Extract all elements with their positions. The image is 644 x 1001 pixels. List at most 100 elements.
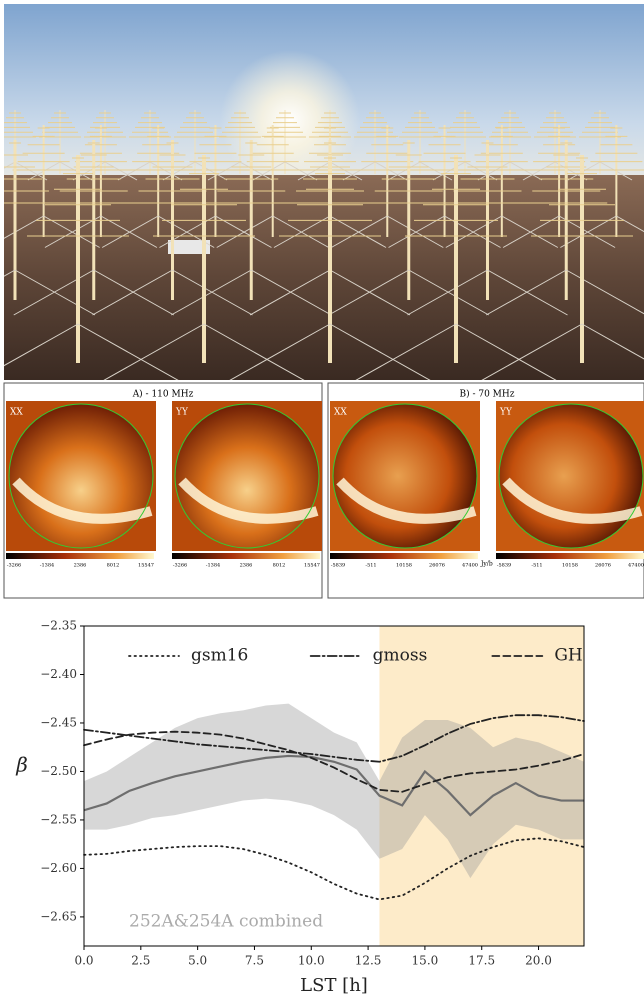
- antenna-leg: [171, 269, 252, 316]
- antenna-leg: [239, 161, 273, 181]
- annotation: 252A&254A combined: [129, 912, 323, 932]
- antenna-leg: [616, 215, 644, 233]
- antenna-leg: [162, 161, 196, 181]
- antenna-leg: [387, 215, 444, 248]
- x-tick-label: 10.0: [298, 954, 325, 968]
- antenna-leg: [77, 323, 179, 380]
- antenna-leg: [251, 269, 332, 316]
- highlight-region: [379, 626, 584, 946]
- antenna-leg: [92, 269, 173, 316]
- antenna-leg: [104, 161, 138, 181]
- colorbar-tick-label: 2386: [74, 563, 87, 569]
- antenna-leg: [172, 269, 253, 316]
- colorbar-tick-label: 15547: [138, 563, 154, 569]
- colorbar-unit: Jy/b: [480, 561, 493, 568]
- antenna-leg: [297, 161, 331, 181]
- series-line: [83, 730, 585, 793]
- equipment-box: [168, 240, 210, 254]
- antenna-leg: [93, 269, 174, 316]
- antenna-leg: [408, 269, 489, 316]
- y-tick-label: −2.40: [40, 667, 77, 681]
- y-tick-label: −2.55: [40, 812, 77, 826]
- x-tick-label: 0.0: [74, 954, 93, 968]
- horizon-circle: [8, 403, 154, 549]
- sky-map: [175, 404, 319, 548]
- y-tick-label: −2.60: [40, 861, 77, 875]
- series-line: [83, 837, 585, 901]
- antenna-leg: [149, 161, 183, 181]
- sun: [220, 50, 360, 190]
- y-axis-label: β: [15, 753, 28, 777]
- colorbar-tick-label: -3266: [173, 563, 187, 569]
- antenna-leg: [229, 323, 331, 380]
- colorbar: [330, 553, 478, 559]
- x-axis-label: LST [h]: [300, 975, 368, 996]
- antenna-leg: [331, 215, 388, 248]
- antenna-leg: [481, 323, 583, 380]
- antenna-leg: [455, 323, 557, 380]
- maps: A) - 110 MHz XX -3266 -1384 2386 8012 15547 YY -…: [6, 389, 644, 569]
- colorbar: [496, 553, 644, 559]
- antenna-leg: [249, 269, 331, 316]
- horizon-circle: [174, 403, 320, 549]
- colorbar-tick-label: -5839: [497, 563, 511, 569]
- panel-frame: [327, 382, 644, 599]
- y-tick-label: −2.35: [40, 619, 77, 633]
- antenna-leg: [329, 323, 431, 380]
- chart: gsm16 gmoss GH −2.35 −2.40 −2.45 −2.50 −2.55 −2.…: [15, 619, 585, 996]
- map-label: XX: [334, 408, 347, 418]
- antenna-leg: [387, 161, 421, 181]
- uncertainty-band: [84, 703, 584, 879]
- map-label: XX: [10, 408, 23, 418]
- legend-label: GH: [554, 646, 582, 666]
- antenna-leg: [509, 161, 543, 181]
- y-tick-label: −2.65: [40, 909, 77, 923]
- colorbar-tick-label: 2386: [240, 563, 253, 569]
- antenna-leg: [464, 161, 498, 181]
- antenna-leg: [329, 215, 387, 248]
- antenna-leg: [329, 161, 363, 181]
- antenna-leg: [502, 215, 560, 248]
- antenna-leg: [284, 161, 318, 181]
- antenna-leg: [273, 215, 331, 248]
- colorbar-tick-label: -5839: [331, 563, 345, 569]
- antenna-leg: [216, 215, 273, 248]
- antenna-leg: [487, 269, 568, 316]
- colorbar-tick-label: -511: [531, 563, 542, 569]
- galactic-plane: [178, 477, 319, 524]
- colorbar-tick-label: 8012: [273, 563, 286, 569]
- antenna-leg: [4, 323, 79, 367]
- antenna-leg: [13, 269, 94, 316]
- x-tick-label: 20.0: [525, 954, 552, 968]
- antenna-leg: [4, 161, 16, 169]
- ground: [4, 175, 644, 380]
- antenna-leg: [342, 161, 376, 181]
- legend-label: gsm16: [191, 646, 248, 666]
- colorbar-tick-label: -1384: [40, 563, 54, 569]
- colorbar-tick-label: 10158: [396, 563, 412, 569]
- colorbar-tick-label: -511: [365, 563, 376, 569]
- x-tick-label: 17.5: [468, 954, 495, 968]
- colorbar: [6, 553, 154, 559]
- antenna-leg: [272, 215, 329, 248]
- antenna-leg: [215, 215, 272, 248]
- mean-line: [83, 754, 584, 817]
- plot-frame: [83, 625, 585, 947]
- galactic-plane: [12, 477, 153, 524]
- antenna-leg: [522, 161, 556, 181]
- x-tick-label: 15.0: [412, 954, 439, 968]
- panel-title: A) - 110 MHz: [132, 389, 194, 400]
- colorbar-tick-label: 47400: [462, 563, 478, 569]
- sky-map: [9, 404, 153, 548]
- colorbar: [172, 553, 320, 559]
- x-tick-label: 12.5: [355, 954, 382, 968]
- antenna-leg: [501, 215, 559, 248]
- y-tick-label: −2.50: [40, 764, 77, 778]
- antenna-leg: [477, 161, 511, 181]
- x-tick-label: 2.5: [131, 954, 150, 968]
- colorbar-tick-label: -3266: [7, 563, 21, 569]
- antenna-leg: [486, 269, 567, 316]
- antenna-leg: [432, 161, 466, 181]
